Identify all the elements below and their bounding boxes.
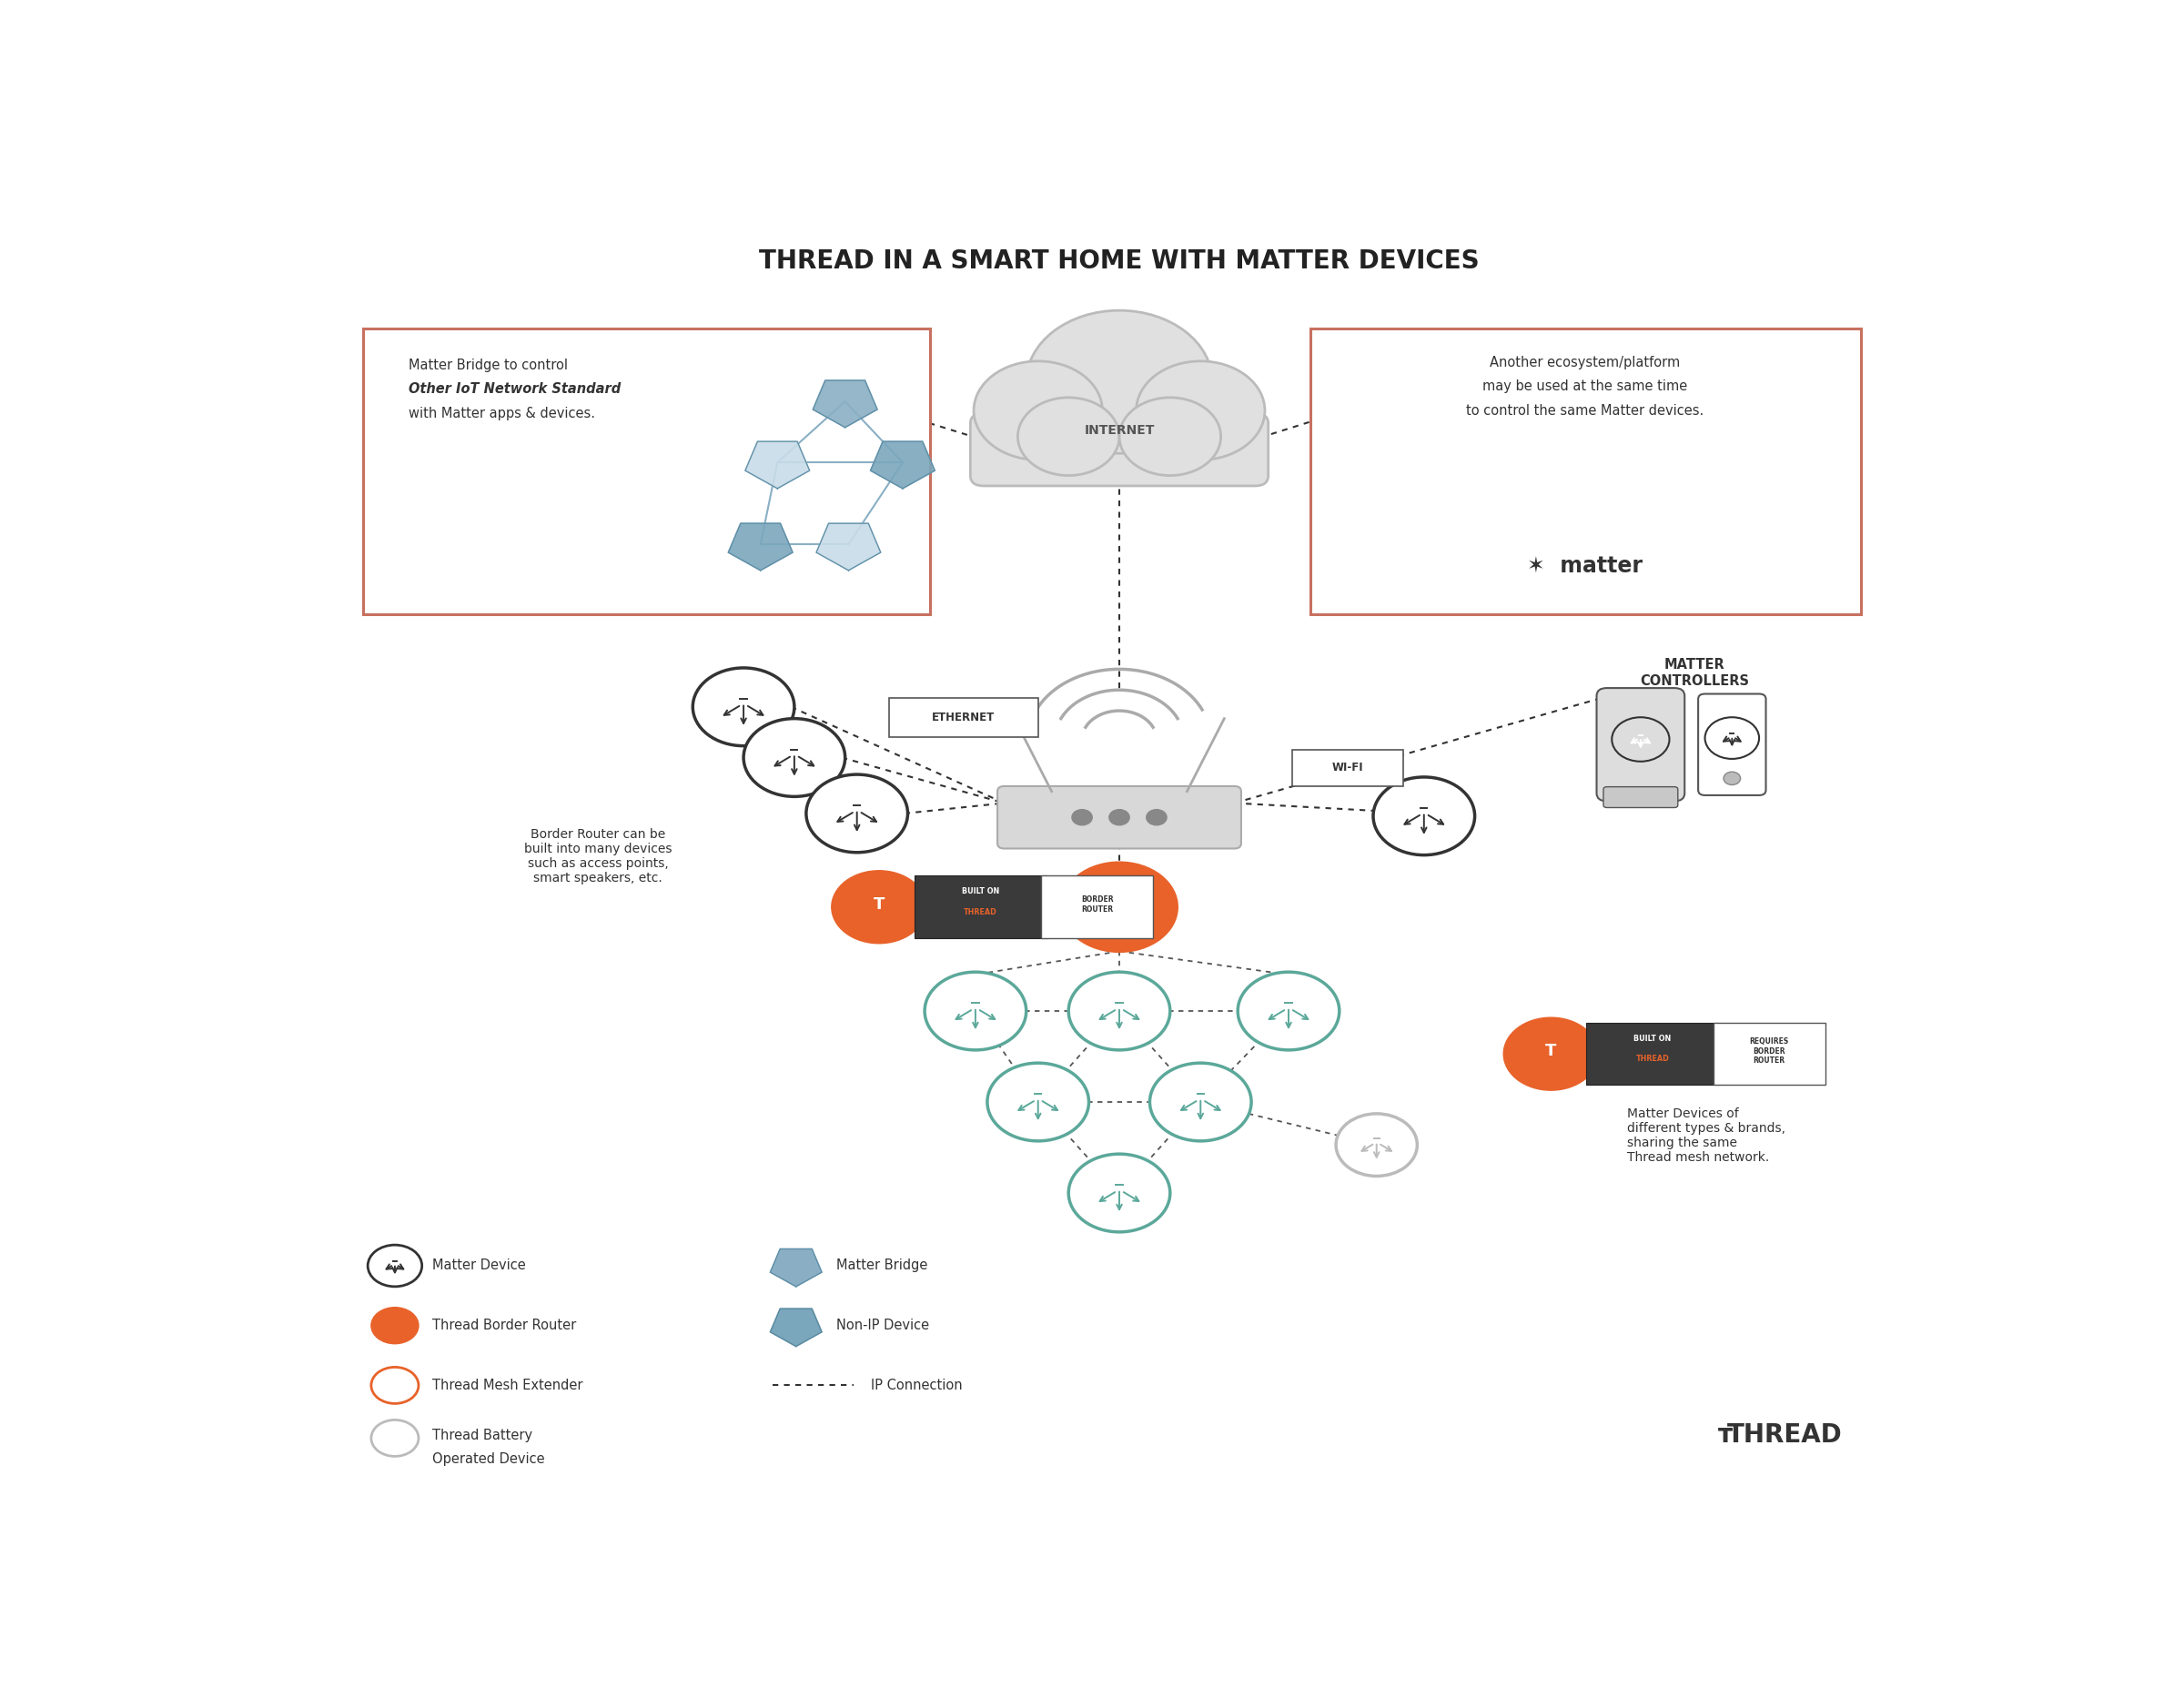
Text: Non-IP Device: Non-IP Device (836, 1318, 930, 1332)
Polygon shape (745, 442, 810, 488)
FancyBboxPatch shape (363, 329, 930, 614)
Circle shape (1109, 810, 1129, 825)
Circle shape (1061, 863, 1177, 952)
Text: ᴛ: ᴛ (1719, 1421, 1732, 1448)
Polygon shape (771, 1308, 821, 1347)
FancyBboxPatch shape (970, 414, 1269, 486)
FancyBboxPatch shape (1597, 689, 1684, 802)
Text: T: T (1546, 1043, 1557, 1060)
Circle shape (1149, 1063, 1251, 1141)
Circle shape (1238, 972, 1339, 1050)
Text: THREAD IN A SMART HOME WITH MATTER DEVICES: THREAD IN A SMART HOME WITH MATTER DEVIC… (760, 248, 1479, 273)
Text: INTERNET: INTERNET (1083, 424, 1155, 437)
Text: THREAD: THREAD (1636, 1055, 1669, 1063)
Text: with Matter apps & devices.: with Matter apps & devices. (408, 407, 594, 420)
Circle shape (1136, 361, 1265, 459)
Text: Thread Border Router: Thread Border Router (432, 1318, 577, 1332)
Text: MATTER
CONTROLLERS: MATTER CONTROLLERS (1640, 658, 1749, 687)
Text: REQUIRES
BORDER
ROUTER: REQUIRES BORDER ROUTER (1749, 1038, 1789, 1065)
Circle shape (1337, 1114, 1417, 1177)
Circle shape (1612, 717, 1669, 761)
Circle shape (743, 719, 845, 797)
Polygon shape (727, 523, 793, 571)
Circle shape (1072, 810, 1092, 825)
Circle shape (1026, 311, 1212, 454)
Text: Operated Device: Operated Device (432, 1452, 544, 1465)
Circle shape (1723, 771, 1741, 785)
Text: Matter Devices of
different types & brands,
sharing the same
Thread mesh network: Matter Devices of different types & bran… (1627, 1107, 1787, 1165)
Text: THREAD: THREAD (1728, 1421, 1841, 1448)
Text: to control the same Matter devices.: to control the same Matter devices. (1465, 403, 1704, 417)
Text: BUILT ON: BUILT ON (961, 888, 1000, 896)
Polygon shape (817, 523, 880, 571)
Text: ETHERNET: ETHERNET (933, 711, 996, 722)
Circle shape (371, 1307, 419, 1344)
FancyBboxPatch shape (1714, 1023, 1826, 1085)
Text: Border Router can be
built into many devices
such as access points,
smart speake: Border Router can be built into many dev… (524, 827, 673, 885)
FancyBboxPatch shape (998, 787, 1241, 849)
Circle shape (832, 871, 926, 944)
Text: THREAD: THREAD (963, 908, 998, 917)
Text: may be used at the same time: may be used at the same time (1483, 380, 1688, 393)
Circle shape (1068, 972, 1171, 1050)
Circle shape (974, 361, 1103, 459)
Text: Thread Battery: Thread Battery (432, 1428, 533, 1442)
Text: ✶  matter: ✶ matter (1527, 555, 1642, 577)
Text: Matter Bridge to control: Matter Bridge to control (408, 358, 568, 371)
Text: IP Connection: IP Connection (871, 1379, 963, 1393)
FancyBboxPatch shape (915, 876, 1048, 939)
FancyBboxPatch shape (1293, 749, 1404, 787)
Text: T: T (874, 896, 885, 913)
Circle shape (1068, 1155, 1171, 1232)
Circle shape (1503, 1018, 1599, 1090)
FancyBboxPatch shape (1586, 1023, 1721, 1085)
FancyBboxPatch shape (1042, 876, 1153, 939)
Text: BUILT ON: BUILT ON (1634, 1035, 1671, 1043)
Polygon shape (812, 380, 878, 427)
FancyBboxPatch shape (889, 697, 1037, 736)
Text: Another ecosystem/platform: Another ecosystem/platform (1489, 356, 1679, 370)
Circle shape (1374, 776, 1474, 856)
Text: Matter Bridge: Matter Bridge (836, 1259, 928, 1273)
Polygon shape (871, 442, 935, 488)
Text: Other IoT Network Standard: Other IoT Network Standard (408, 381, 620, 395)
Circle shape (1120, 397, 1221, 476)
Circle shape (1018, 397, 1118, 476)
Text: Thread Mesh Extender: Thread Mesh Extender (432, 1379, 583, 1393)
FancyBboxPatch shape (1603, 787, 1677, 807)
Circle shape (367, 1246, 422, 1286)
FancyBboxPatch shape (1699, 694, 1767, 795)
Circle shape (692, 668, 795, 746)
FancyBboxPatch shape (1310, 329, 1861, 614)
Text: BORDER
ROUTER: BORDER ROUTER (1081, 896, 1114, 913)
Circle shape (924, 972, 1026, 1050)
Polygon shape (771, 1249, 821, 1286)
Circle shape (1706, 717, 1758, 760)
Text: WI-FI: WI-FI (1332, 761, 1363, 773)
Circle shape (987, 1063, 1090, 1141)
Text: Matter Device: Matter Device (432, 1259, 526, 1273)
Circle shape (806, 775, 909, 852)
Circle shape (1147, 810, 1166, 825)
